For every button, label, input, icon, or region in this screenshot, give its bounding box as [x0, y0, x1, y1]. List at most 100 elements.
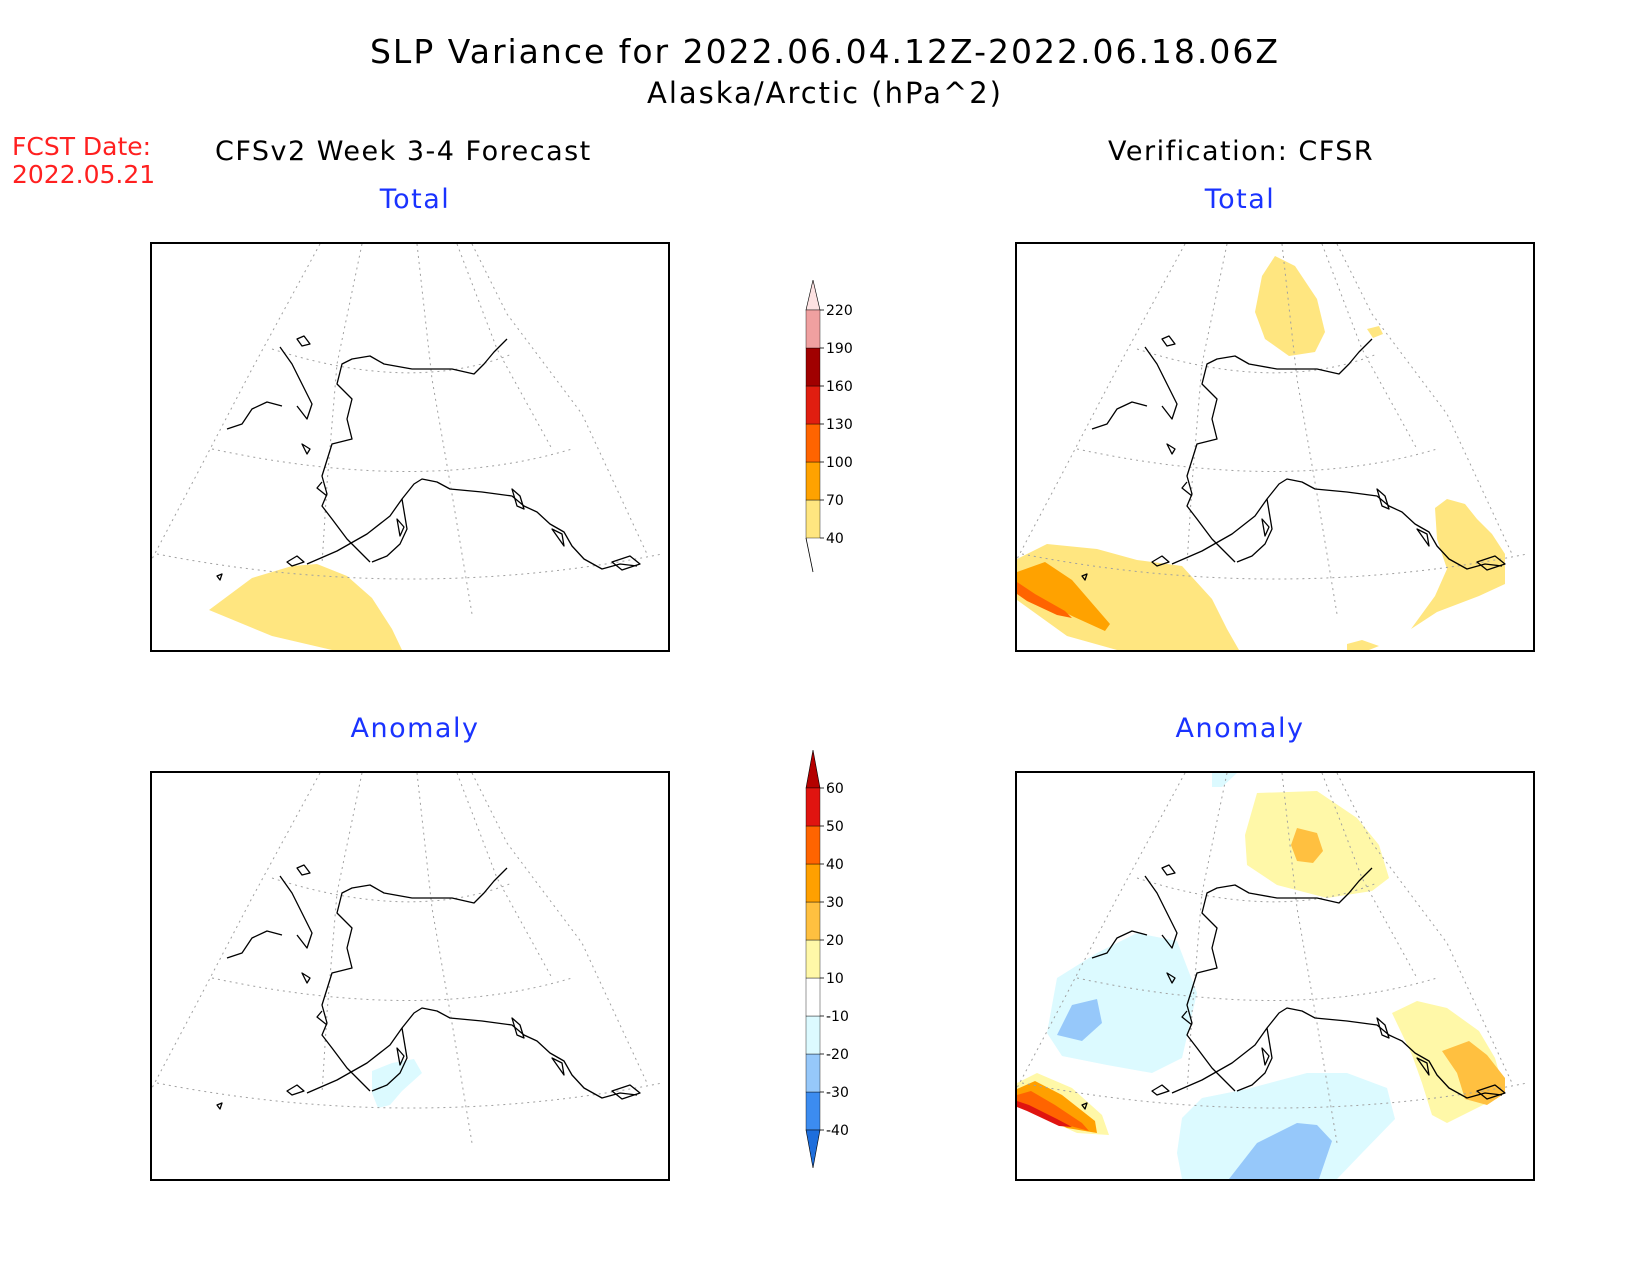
colorbar-box — [805, 863, 821, 903]
colorbar-label: 100 — [826, 455, 853, 471]
colorbar-box — [805, 901, 821, 941]
graticule-line — [416, 244, 473, 615]
colorbar-box — [805, 977, 821, 1017]
bottom-right-panel-title: Anomaly — [1175, 713, 1305, 744]
coastline-segment — [1171, 1007, 1503, 1099]
colorbar-label: 10 — [826, 971, 844, 987]
graticule-line — [1281, 244, 1338, 615]
coastline-segment — [279, 346, 313, 420]
colorbar-box — [805, 825, 821, 865]
graticule-line — [1136, 348, 1378, 374]
graticule-line — [211, 977, 573, 1001]
forecast-date-label: FCST Date: — [12, 132, 152, 161]
shaded-contours — [1017, 256, 1505, 650]
coastline-segment — [1081, 1102, 1088, 1110]
coastline-segment — [371, 498, 408, 563]
coastline-segment — [301, 972, 311, 984]
coastline-segment — [321, 867, 508, 1092]
graticule-line — [471, 773, 648, 1084]
shaded-contours — [209, 564, 402, 650]
coastline-segment — [1166, 443, 1176, 455]
colorbar-box — [805, 787, 821, 827]
coastline-segment — [216, 573, 223, 581]
coastline-segment — [551, 1057, 565, 1076]
colorbar-label: 70 — [826, 493, 844, 509]
coastline-segment — [226, 930, 283, 959]
colorbar-max-triangle — [805, 280, 821, 311]
anomaly-colorbar: -40 -30 -20 -10 10 20 30 40 50 60 — [805, 750, 849, 1169]
colorbar-label: 220 — [826, 303, 853, 319]
graticule-line — [1136, 877, 1378, 903]
coastline-segment — [1236, 498, 1273, 563]
coastline-segment — [226, 401, 283, 430]
colorbar-label: 160 — [826, 379, 853, 395]
coastline-segment — [1091, 401, 1148, 430]
coastline-segment — [1091, 930, 1148, 959]
coastline-segment — [306, 478, 638, 570]
coastline-segment — [1476, 1084, 1506, 1100]
chart-title: SLP Variance for 2022.06.04.12Z-2022.06.… — [369, 32, 1281, 71]
graticule-line — [1336, 244, 1513, 555]
graticule-line — [1021, 1082, 1528, 1109]
colorbar-label: 60 — [826, 781, 844, 797]
colorbar-box — [805, 1053, 821, 1093]
graticule-line — [456, 773, 553, 979]
colorbar-label: 40 — [826, 531, 844, 547]
graticule-line — [1076, 448, 1438, 472]
forecast-total-map — [150, 242, 670, 652]
colorbar-box — [805, 461, 821, 501]
colorbar-box — [805, 1091, 821, 1131]
coastline-segment — [551, 528, 565, 547]
forecast-column-title: CFSv2 Week 3-4 Forecast — [215, 136, 592, 167]
coastline-segment — [216, 1102, 223, 1110]
top-right-panel-title: Total — [1204, 184, 1276, 215]
coastline-segment — [1236, 1027, 1273, 1092]
lat-lon-grid — [1017, 244, 1528, 615]
graticule-line — [152, 773, 321, 1089]
coastline — [1081, 864, 1506, 1110]
coastline-segment — [611, 555, 641, 571]
verification-total-map — [1015, 242, 1535, 652]
colorbar-box — [805, 423, 821, 463]
coastline-segment — [1186, 338, 1373, 563]
colorbar-min-tail — [805, 537, 814, 573]
top-left-panel-title: Total — [379, 184, 451, 215]
lat-lon-grid — [152, 244, 663, 615]
coastline-segment — [316, 1010, 328, 1026]
graticule-line — [416, 773, 473, 1144]
coastline-segment — [1161, 335, 1176, 347]
graticule-line — [271, 877, 513, 903]
graticule-line — [1186, 773, 1228, 1094]
coastline-segment — [316, 481, 328, 497]
verification-column-title: Verification: CFSR — [1108, 136, 1375, 167]
forecast-anomaly-map — [150, 771, 670, 1181]
colorbar-box — [805, 1015, 821, 1055]
coastline-segment — [1144, 346, 1178, 420]
colorbar-box — [805, 309, 821, 349]
colorbar-label: 190 — [826, 341, 853, 357]
coastline-segment — [1181, 481, 1193, 497]
graticule-line — [156, 553, 663, 580]
coastline-segment — [321, 338, 508, 563]
verification-anomaly-map — [1015, 771, 1535, 1181]
coastline-segment — [1186, 867, 1373, 1092]
shaded-contours — [1017, 773, 1505, 1179]
graticule-line — [152, 244, 321, 560]
coastline — [216, 335, 641, 581]
coastline-segment — [286, 555, 305, 567]
lat-lon-grid — [1017, 773, 1528, 1144]
coastline-segment — [306, 1007, 638, 1099]
coastline-segment — [1171, 478, 1503, 570]
colorbar-label: 50 — [826, 819, 844, 835]
coastline-segment — [371, 1027, 408, 1092]
coastline-segment — [1261, 1047, 1270, 1066]
colorbar-label: -20 — [826, 1047, 849, 1063]
coastline-segment — [1161, 864, 1176, 876]
coastline-segment — [286, 1084, 305, 1096]
graticule-line — [1321, 244, 1418, 450]
colorbar-label: -40 — [826, 1123, 849, 1139]
graticule-line — [471, 244, 648, 555]
coastline-segment — [1416, 1057, 1430, 1076]
coastline-segment — [1261, 518, 1270, 537]
graticule-line — [156, 1082, 663, 1109]
